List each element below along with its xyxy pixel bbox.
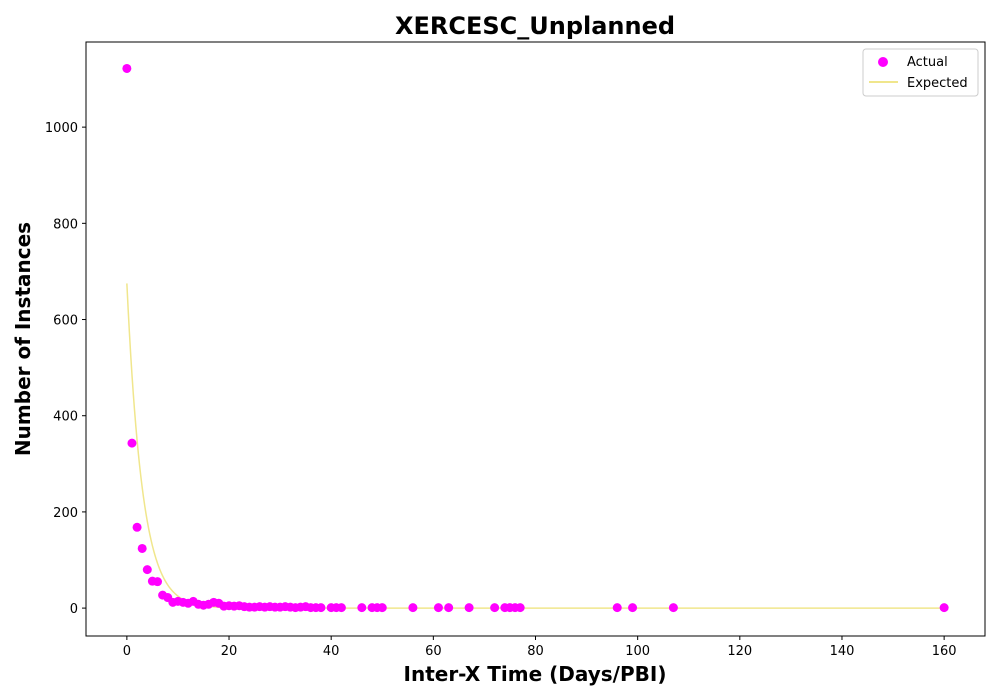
plot-area xyxy=(85,41,986,637)
x-axis: 0 20 40 60 80 100 120 140 160 xyxy=(123,636,957,659)
legend: Actual Expected xyxy=(862,48,979,97)
actual-point xyxy=(127,438,137,448)
actual-point xyxy=(464,603,474,613)
y-tick-label: 400 xyxy=(53,410,78,425)
x-tick-label: 40 xyxy=(323,644,340,659)
x-tick-label: 100 xyxy=(625,644,650,659)
x-tick-label: 120 xyxy=(727,644,752,659)
y-tick-label: 200 xyxy=(53,506,78,521)
actual-point xyxy=(336,603,346,613)
actual-point xyxy=(377,603,387,613)
actual-point xyxy=(628,603,638,613)
y-tick-label: 800 xyxy=(53,217,78,232)
actual-point xyxy=(122,63,132,73)
actual-point xyxy=(132,522,142,532)
x-tick-label: 140 xyxy=(830,644,855,659)
x-axis-label: Inter-X Time (Days/PBI) xyxy=(404,662,667,686)
legend-actual-label: Actual xyxy=(907,55,948,70)
actual-point xyxy=(612,603,622,613)
x-tick-label: 160 xyxy=(932,644,957,659)
y-tick-label: 600 xyxy=(53,314,78,329)
actual-point xyxy=(137,543,147,553)
x-tick-label: 0 xyxy=(123,644,131,659)
x-tick-label: 60 xyxy=(425,644,442,659)
actual-point xyxy=(142,565,152,575)
legend-actual-marker xyxy=(878,57,888,67)
actual-point xyxy=(433,603,443,613)
actual-point xyxy=(490,603,500,613)
plot-content xyxy=(122,63,949,613)
actual-point xyxy=(668,603,678,613)
legend-expected-label: Expected xyxy=(907,76,968,91)
expected-line xyxy=(126,283,945,609)
actual-point xyxy=(408,603,418,613)
actual-point xyxy=(444,603,454,613)
y-tick-label: 0 xyxy=(70,602,78,617)
x-tick-label: 20 xyxy=(221,644,238,659)
actual-point xyxy=(357,603,367,613)
chart-title: XERCESC_Unplanned xyxy=(395,12,675,40)
x-tick-label: 80 xyxy=(527,644,544,659)
actual-point xyxy=(316,603,326,613)
y-axis: 0 200 400 600 800 1000 xyxy=(45,121,86,617)
actual-point xyxy=(939,603,949,613)
y-tick-label: 1000 xyxy=(45,121,78,136)
y-axis-label: Number of Instances xyxy=(11,222,35,456)
actual-point xyxy=(515,603,525,613)
legend-box xyxy=(862,48,979,97)
actual-point xyxy=(153,577,163,587)
